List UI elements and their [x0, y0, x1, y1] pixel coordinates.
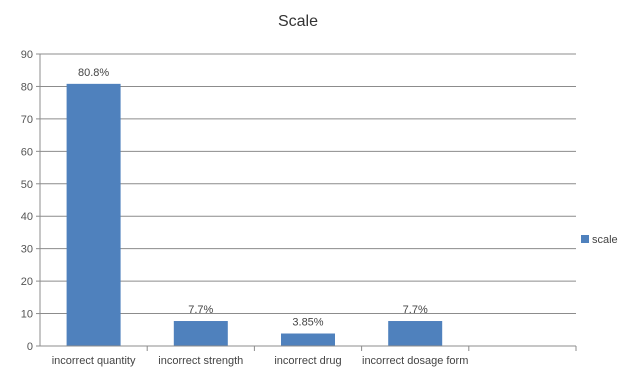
y-tick-label: 40 [21, 211, 33, 223]
gridlines [36, 53, 576, 347]
bar [66, 83, 121, 347]
x-category-label: incorrect quantity [52, 355, 136, 367]
bars [66, 83, 443, 347]
data-label: 7.7% [188, 304, 213, 316]
y-tick-label: 30 [21, 244, 33, 256]
y-tick-label: 80 [21, 81, 33, 93]
bar [173, 321, 228, 346]
chart-title: Scale [278, 13, 318, 30]
y-axis-ticks: 0 10 20 30 40 50 60 70 80 90 [21, 49, 33, 353]
data-labels: 80.8% 7.7% 3.85% 7.7% [78, 67, 428, 329]
bar [281, 333, 335, 346]
y-tick-label: 90 [21, 49, 33, 61]
data-label: 3.85% [292, 317, 323, 329]
bar [388, 321, 443, 346]
data-label: 80.8% [78, 67, 109, 79]
legend-label: scale [592, 234, 618, 246]
y-tick-label: 0 [27, 341, 33, 353]
y-tick-label: 10 [21, 309, 33, 321]
legend: scale [581, 234, 618, 246]
x-category-label: incorrect drug [274, 355, 341, 367]
x-axis-categories: incorrect quantity incorrect strength inco… [52, 346, 577, 367]
y-tick-label: 60 [21, 146, 33, 158]
axes [39, 54, 576, 347]
y-tick-label: 70 [21, 114, 33, 126]
y-tick-label: 50 [21, 179, 33, 191]
x-category-label: incorrect dosage form [362, 355, 468, 367]
y-tick-label: 20 [21, 276, 33, 288]
legend-swatch [581, 235, 589, 243]
data-label: 7.7% [403, 304, 428, 316]
x-category-label: incorrect strength [158, 355, 243, 367]
